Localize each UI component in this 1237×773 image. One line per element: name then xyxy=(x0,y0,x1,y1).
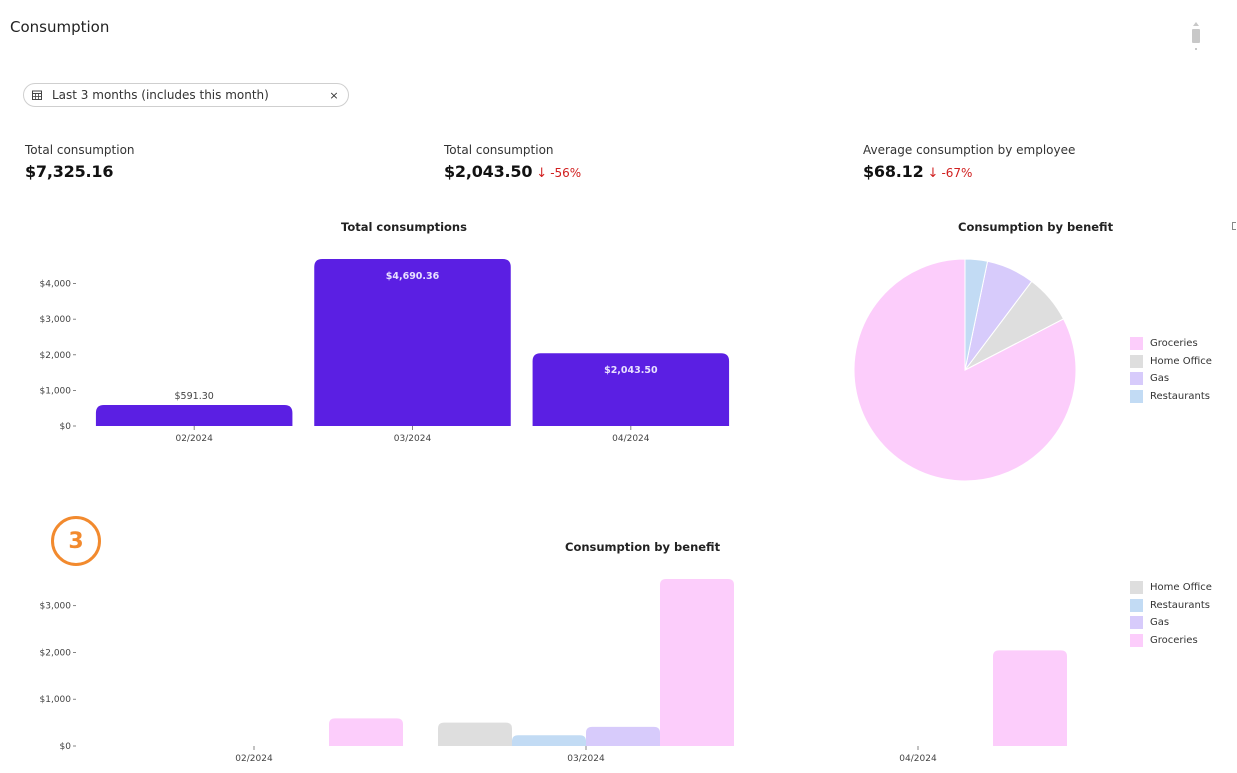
x-tick-label: 02/2024 xyxy=(235,754,273,764)
date-range-filter[interactable]: Last 3 months (includes this month) × xyxy=(23,83,349,107)
y-tick-label: $0 xyxy=(60,422,72,432)
bar xyxy=(512,735,586,746)
kpi-delta-value: -56% xyxy=(550,166,582,180)
legend-label: Home Office xyxy=(1150,582,1212,594)
kpi-period-consumption: Total consumption $2,043.50 ↓ -56% xyxy=(444,143,581,181)
x-tick-label: 03/2024 xyxy=(394,434,432,444)
kpi-label: Total consumption xyxy=(444,143,554,157)
legend-swatch xyxy=(1130,389,1143,403)
legend-swatch xyxy=(1130,616,1143,630)
clear-filter-button[interactable]: × xyxy=(329,88,339,102)
kpi-value: $68.12 xyxy=(863,162,924,181)
y-tick-label: $3,000 xyxy=(40,602,72,612)
x-tick-label: 04/2024 xyxy=(612,434,650,444)
benefit-bar-chart-title: Consumption by benefit xyxy=(565,540,721,554)
y-tick-label: $2,000 xyxy=(40,648,72,658)
legend-swatch xyxy=(1130,354,1143,368)
step-number-badge: 3 xyxy=(51,516,101,566)
page-title: Consumption xyxy=(10,18,110,36)
pie-chart-title: Consumption by benefit xyxy=(958,220,1114,234)
y-tick-label: $0 xyxy=(60,742,72,752)
legend-label: Home Office xyxy=(1150,355,1212,367)
legend-swatch xyxy=(1130,337,1143,351)
legend-item[interactable]: Gas xyxy=(1130,614,1212,632)
legend-label: Groceries xyxy=(1150,338,1198,350)
kpi-label: Total consumption xyxy=(25,143,135,157)
pie-legend: Groceries Home Office Gas Restaurants xyxy=(1130,335,1212,405)
legend-label: Gas xyxy=(1150,373,1170,385)
bar xyxy=(329,718,403,746)
bar-data-label: $4,690.36 xyxy=(386,271,440,282)
bar-data-label: $591.30 xyxy=(175,391,214,402)
legend-label: Gas xyxy=(1150,617,1170,629)
y-tick-label: $1,000 xyxy=(40,695,72,705)
kpi-value: $7,325.16 xyxy=(25,162,114,181)
y-tick-label: $4,000 xyxy=(40,280,72,290)
chart-menu-icon[interactable] xyxy=(1232,222,1236,230)
scrollbar[interactable] xyxy=(1191,22,1201,52)
legend-item[interactable]: Gas xyxy=(1130,370,1212,388)
legend-item[interactable]: Home Office xyxy=(1130,353,1212,371)
kpi-label: Average consumption by employee xyxy=(863,143,1076,157)
pie-slice xyxy=(964,258,989,371)
bar xyxy=(993,650,1067,746)
scrollbar-thumb[interactable] xyxy=(1192,29,1200,43)
legend-swatch xyxy=(1130,598,1143,612)
x-tick-label: 02/2024 xyxy=(175,434,213,444)
x-tick-label: 03/2024 xyxy=(567,754,605,764)
legend-swatch xyxy=(1130,581,1143,595)
legend-swatch xyxy=(1130,372,1143,386)
y-tick-label: $3,000 xyxy=(40,315,72,325)
legend-label: Restaurants xyxy=(1150,599,1210,611)
scroll-up-icon[interactable] xyxy=(1193,22,1199,26)
bar xyxy=(660,579,734,746)
y-tick-label: $1,000 xyxy=(40,386,72,396)
bar xyxy=(314,259,511,426)
legend-item[interactable]: Groceries xyxy=(1130,632,1212,650)
bar xyxy=(532,353,730,426)
legend-label: Groceries xyxy=(1150,634,1198,646)
bar xyxy=(586,726,660,746)
arrow-down-icon: ↓ xyxy=(536,166,548,181)
bar xyxy=(95,404,293,426)
kpi-value: $2,043.50 xyxy=(444,162,533,181)
kpi-average-by-employee: Average consumption by employee $68.12 ↓… xyxy=(863,143,1075,181)
legend-swatch xyxy=(1130,633,1143,647)
bar xyxy=(438,722,512,746)
legend-item[interactable]: Home Office xyxy=(1130,579,1212,597)
arrow-down-icon: ↓ xyxy=(927,166,939,181)
calendar-icon xyxy=(32,90,42,100)
kpi-delta: ↓ -67% xyxy=(928,166,973,181)
legend-item[interactable]: Groceries xyxy=(1130,335,1212,353)
kpi-delta-value: -67% xyxy=(941,166,973,180)
y-tick-label: $2,000 xyxy=(40,351,72,361)
legend-label: Restaurants xyxy=(1150,390,1210,402)
legend-item[interactable]: Restaurants xyxy=(1130,388,1212,406)
kpi-delta: ↓ -56% xyxy=(536,166,581,181)
x-tick-label: 04/2024 xyxy=(899,754,937,764)
total-consumptions-title: Total consumptions xyxy=(341,220,467,234)
date-range-label: Last 3 months (includes this month) xyxy=(52,88,269,102)
scroll-down-icon[interactable] xyxy=(1195,48,1197,50)
bar-data-label: $2,043.50 xyxy=(604,365,658,376)
kpi-total-consumption: Total consumption $7,325.16 xyxy=(25,143,135,181)
benefit-bar-legend: Home Office Restaurants Gas Groceries xyxy=(1130,579,1212,649)
legend-item[interactable]: Restaurants xyxy=(1130,597,1212,615)
